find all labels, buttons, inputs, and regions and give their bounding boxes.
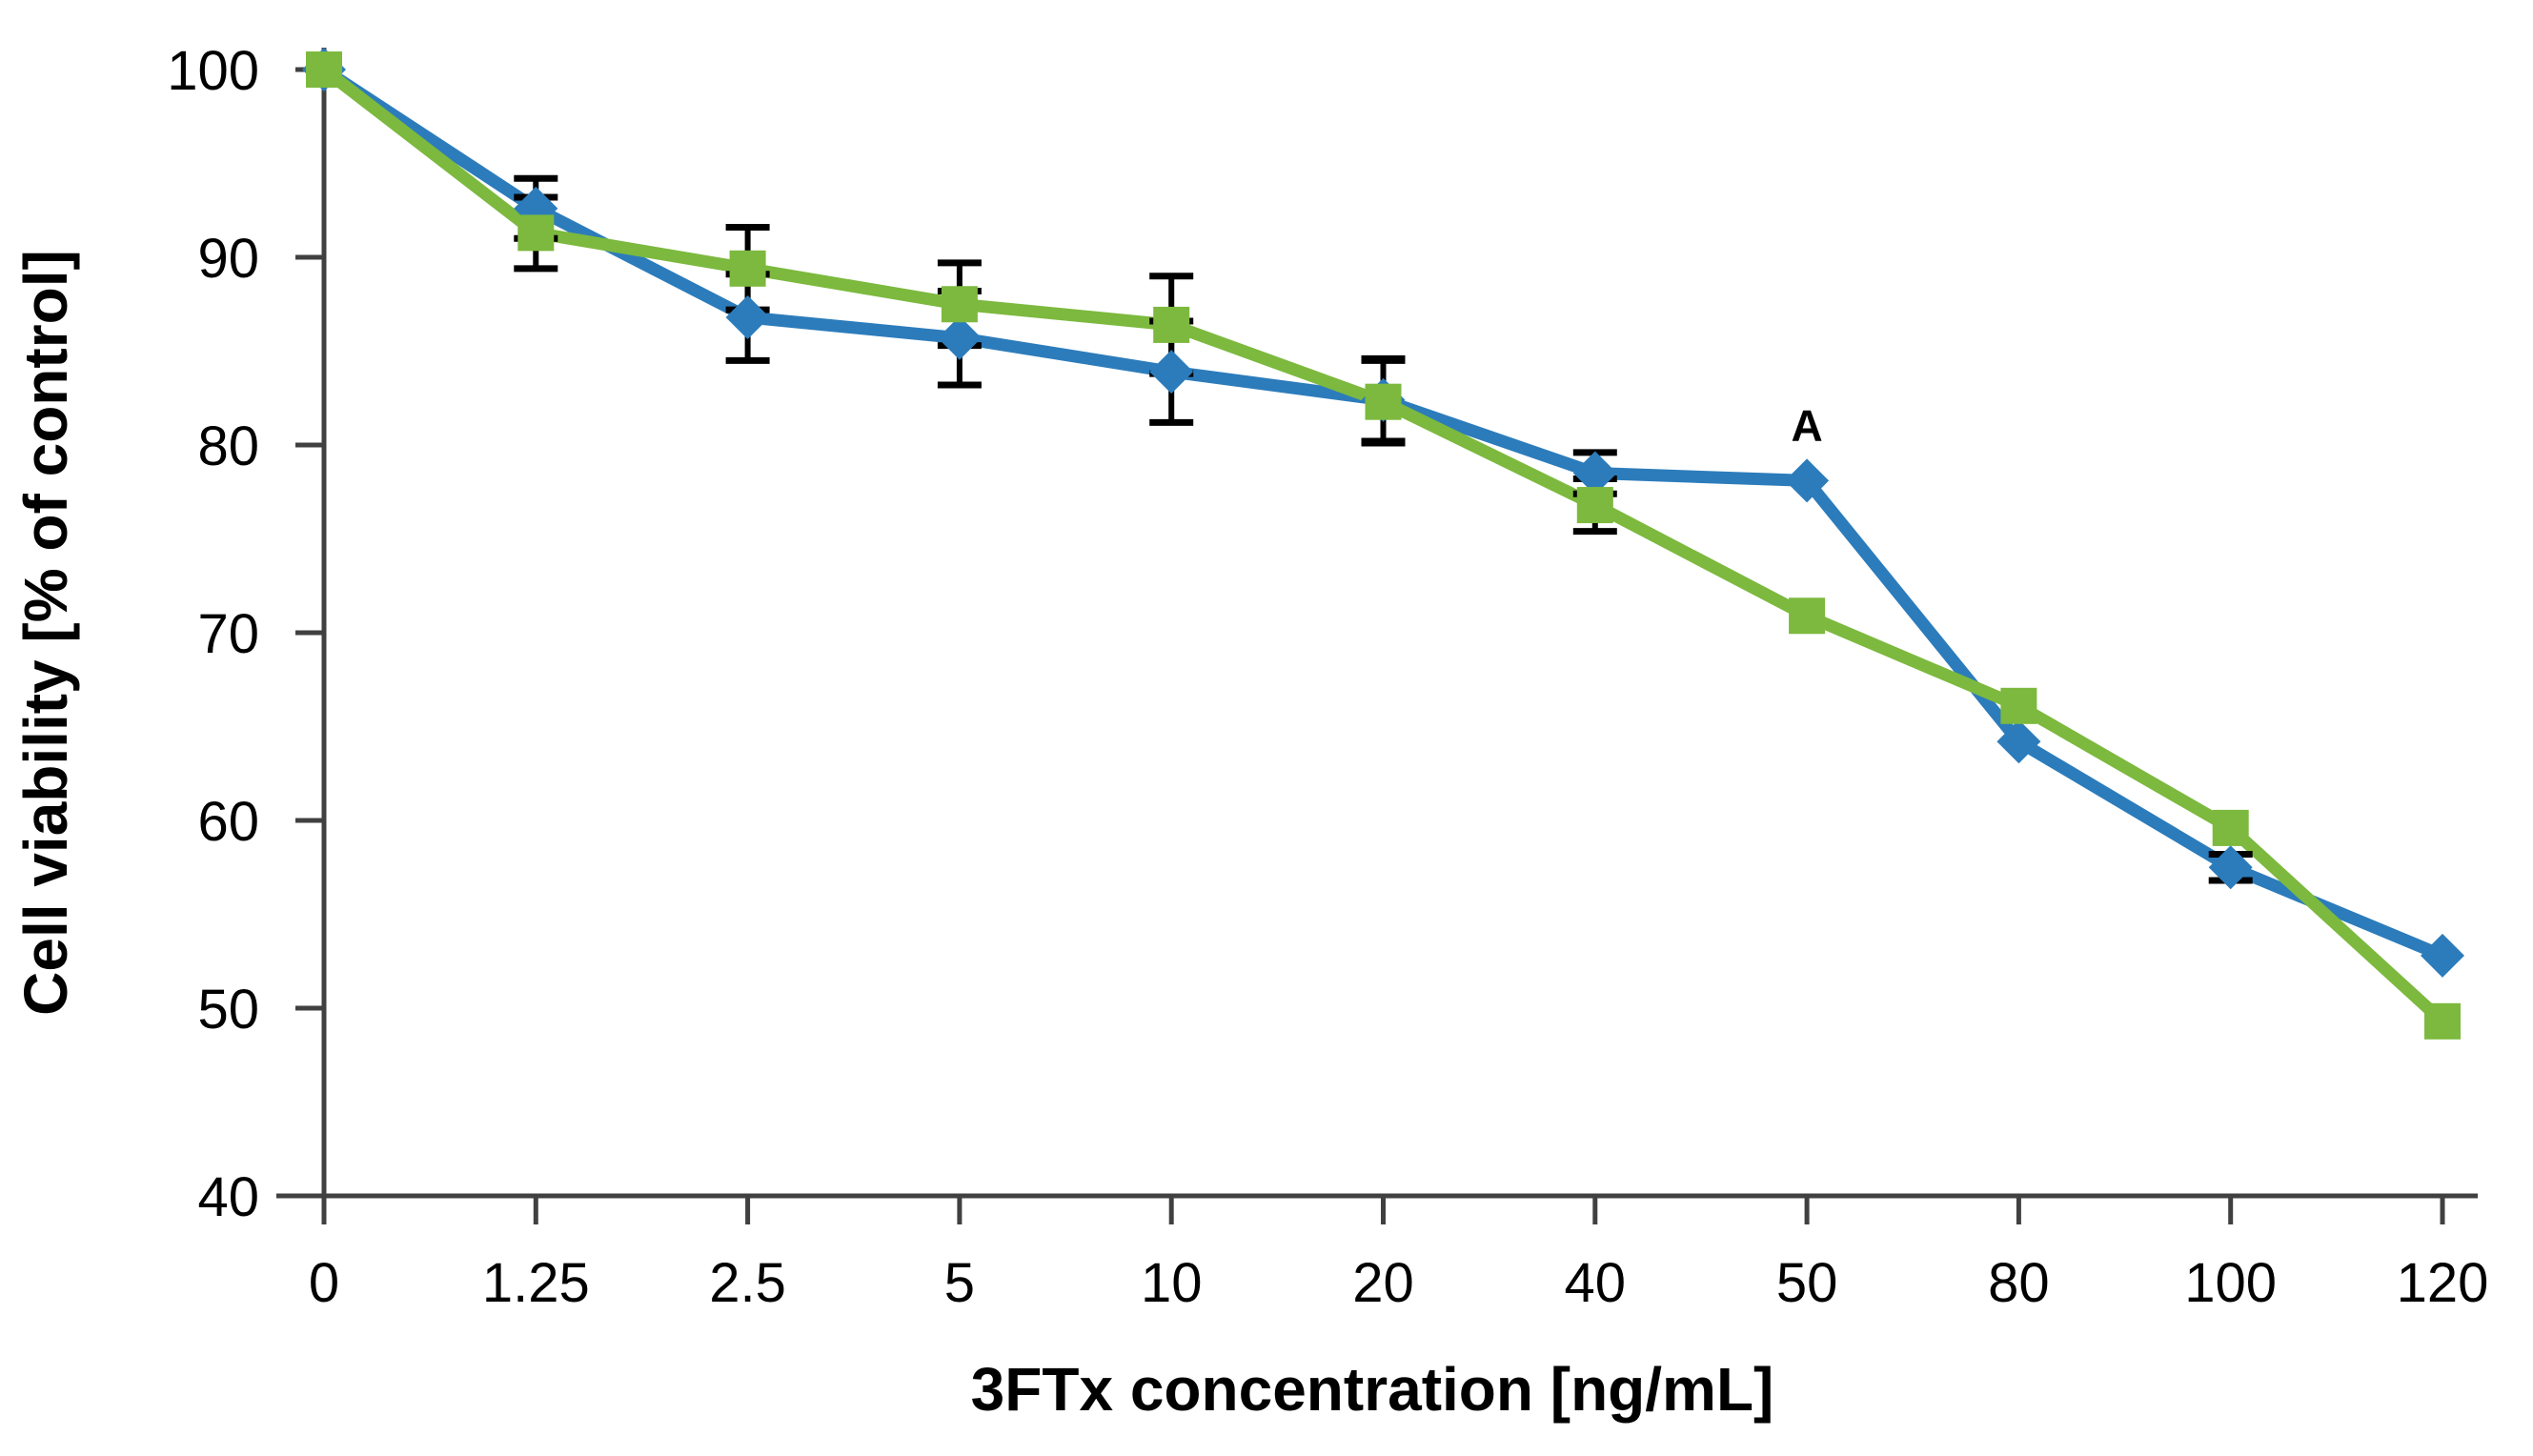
square-marker xyxy=(2000,687,2037,724)
y-tick-label: 40 xyxy=(197,1166,259,1228)
x-tick-label: 10 xyxy=(1141,1252,1203,1314)
diamond-marker xyxy=(1996,719,2041,764)
green-square-series-markers xyxy=(306,51,2461,1040)
y-axis-title: Cell viability [% of control] xyxy=(11,250,80,1016)
square-marker xyxy=(2212,809,2249,846)
series-layer xyxy=(302,48,2464,1040)
diamond-marker xyxy=(1785,458,1830,503)
square-marker xyxy=(941,286,978,323)
x-tick-label: 5 xyxy=(944,1252,975,1314)
label-layer: 40 50 60 70 80 90 100 0 1.25 2.5 5 10 20 40 50 80 100 120… xyxy=(167,40,2488,1314)
diamond-marker xyxy=(2421,933,2464,978)
blue-diamond-series-markers xyxy=(302,48,2464,978)
square-marker xyxy=(2424,1002,2461,1040)
significance-annotation: A xyxy=(1791,400,1822,450)
blue-diamond-series-error-bars xyxy=(514,174,2253,884)
x-tick-label: 120 xyxy=(2397,1252,2489,1314)
square-marker xyxy=(1153,306,1190,343)
square-marker xyxy=(1576,487,1613,524)
y-tick-label: 50 xyxy=(197,979,259,1041)
x-tick-label: 40 xyxy=(1565,1252,1627,1314)
y-tick-label: 90 xyxy=(197,228,259,290)
x-tick-label: 20 xyxy=(1352,1252,1414,1314)
square-marker xyxy=(517,214,555,252)
green-square-series-error-bars xyxy=(514,193,1617,536)
square-marker xyxy=(1789,597,1826,635)
square-marker xyxy=(1365,383,1402,420)
diamond-marker xyxy=(1149,350,1194,394)
square-marker xyxy=(729,250,766,287)
x-tick-label: 0 xyxy=(309,1252,339,1314)
blue-diamond-series-line xyxy=(317,63,2449,962)
square-marker xyxy=(306,51,342,88)
y-tick-label: 70 xyxy=(197,603,259,665)
x-axis-title: 3FTx concentration [ng/mL] xyxy=(971,1355,1774,1424)
x-tick-label: 1.25 xyxy=(482,1252,590,1314)
diamond-marker xyxy=(1572,451,1617,495)
x-tick-label: 80 xyxy=(1988,1252,2050,1314)
x-tick-label: 100 xyxy=(2184,1252,2277,1314)
axes-layer xyxy=(276,48,2478,1224)
y-tick-label: 60 xyxy=(197,791,259,853)
diamond-marker xyxy=(937,315,982,360)
y-tick-label: 80 xyxy=(197,415,259,477)
x-tick-label: 50 xyxy=(1776,1252,1838,1314)
diamond-marker xyxy=(725,295,770,340)
x-tick-label: 2.5 xyxy=(709,1252,786,1314)
diamond-marker xyxy=(2208,845,2253,890)
green-square-series-line xyxy=(317,63,2449,1028)
y-tick-label: 100 xyxy=(167,40,259,102)
